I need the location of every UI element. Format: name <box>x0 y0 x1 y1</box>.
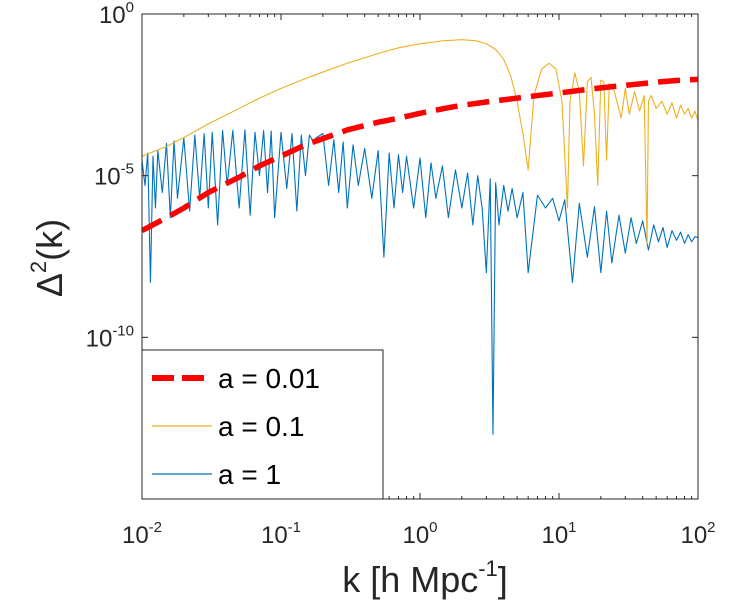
x-axis-label-main: k [h Mpc <box>342 559 478 600</box>
y-tick-label-base: 10 <box>99 2 126 29</box>
x-tick-label: 101 <box>541 519 576 549</box>
y-tick-label: 10-5 <box>94 161 134 191</box>
legend: a = 0.01 a = 0.1 a = 1 <box>141 349 384 500</box>
x-tick-label-base: 10 <box>402 522 429 549</box>
series-line-a-0-1 <box>142 39 698 245</box>
x-tick-label-exp: -1 <box>288 519 301 536</box>
x-tick-label-exp: 1 <box>568 519 576 536</box>
y-tick-label: 100 <box>99 0 134 29</box>
x-tick-label: 100 <box>402 519 437 549</box>
x-tick-label-base: 10 <box>541 522 568 549</box>
x-tick-label: 10-1 <box>261 519 301 549</box>
x-tick-label: 102 <box>680 519 715 549</box>
y-tick-label-exp: 0 <box>126 0 134 16</box>
x-axis-label-tail: ] <box>498 559 508 600</box>
y-tick-label-base: 10 <box>94 164 121 191</box>
y-tick-label-exp: -5 <box>121 161 134 178</box>
y-tick-label: 10-10 <box>86 322 134 352</box>
x-axis-label: k [h Mpc-1] <box>342 556 508 600</box>
x-tick-label-base: 10 <box>122 522 149 549</box>
y-axis-label-exp: 2 <box>26 261 51 273</box>
x-tick-label-base: 10 <box>261 522 288 549</box>
x-tick-label: 10-2 <box>122 519 162 549</box>
x-tick-label-exp: 0 <box>429 519 437 536</box>
series-layer <box>142 39 698 435</box>
x-tick-label-exp: -2 <box>149 519 162 536</box>
legend-label-a01: a = 0.1 <box>218 411 304 442</box>
x-tick-label-exp: 2 <box>707 519 715 536</box>
y-axis-label-tail: (k) <box>29 219 70 261</box>
series-line-a-1 <box>142 129 698 435</box>
legend-label-a1: a = 1 <box>218 459 281 490</box>
legend-label-a001: a = 0.01 <box>218 363 320 394</box>
series-line-a-0-01 <box>142 76 698 234</box>
y-axis-label-main: Δ <box>29 273 70 297</box>
y-axis-label: Δ2(k) <box>26 219 70 297</box>
x-tick-label-base: 10 <box>680 522 707 549</box>
y-tick-label-base: 10 <box>86 325 113 352</box>
x-axis-label-exp: -1 <box>478 556 498 581</box>
y-tick-label-exp: -10 <box>112 322 134 339</box>
